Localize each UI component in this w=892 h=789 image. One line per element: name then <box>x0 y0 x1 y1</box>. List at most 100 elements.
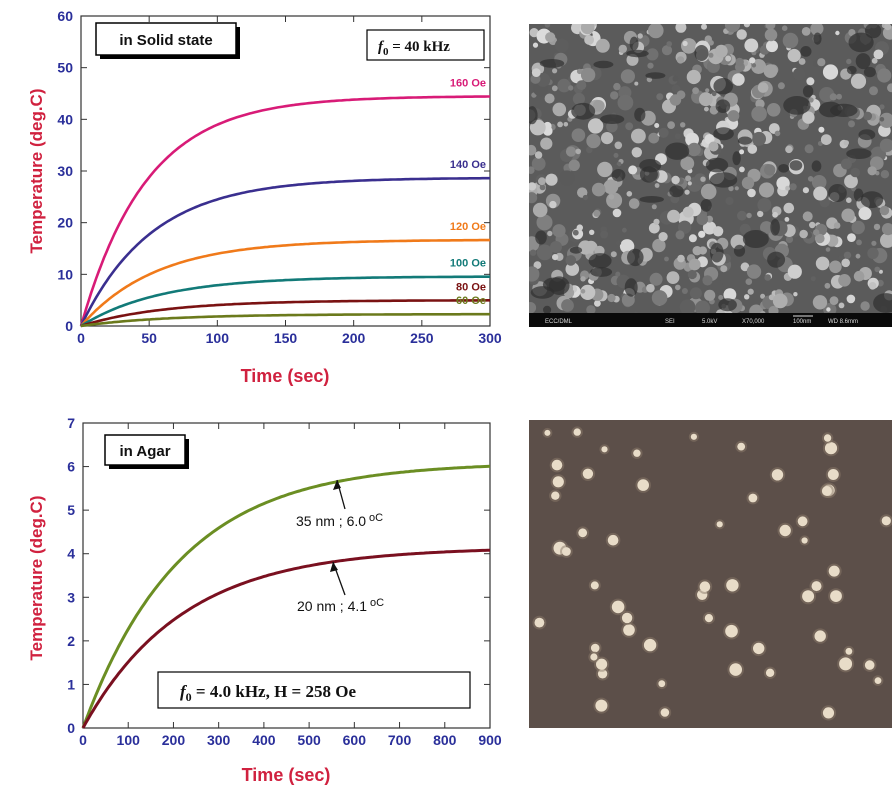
sem-grain <box>744 294 750 300</box>
sem-grain <box>873 223 881 231</box>
sem-grain <box>787 264 802 279</box>
particle <box>828 565 840 577</box>
particle <box>779 524 791 537</box>
svg-text:5.0kV: 5.0kV <box>702 319 717 325</box>
sem-void <box>665 142 690 160</box>
sem-void <box>873 293 892 313</box>
sem-grain <box>631 128 646 144</box>
sem-grain <box>846 197 852 203</box>
sem-grain <box>568 159 580 171</box>
sem-grain <box>846 58 852 65</box>
sem-grain <box>646 283 655 293</box>
sem-void <box>742 230 769 248</box>
particle <box>590 653 598 661</box>
sem-grain <box>745 278 753 286</box>
sem-void <box>710 242 724 263</box>
particle <box>725 624 738 638</box>
x-tick-label: 400 <box>252 732 276 748</box>
y-tick-label: 1 <box>67 676 75 692</box>
sem-grain <box>843 140 849 146</box>
particle <box>544 429 551 436</box>
sem-grain <box>807 176 814 182</box>
sem-grain <box>760 293 766 299</box>
x-axis-label: Time (sec) <box>242 765 331 785</box>
y-tick-label: 20 <box>57 215 73 231</box>
particle <box>704 614 714 623</box>
sem-grain <box>654 123 660 128</box>
particle <box>822 707 835 719</box>
sem-grain <box>580 284 596 300</box>
x-tick-label: 50 <box>141 330 157 346</box>
x-tick-label: 0 <box>79 732 87 748</box>
x-tick-label: 100 <box>206 330 230 346</box>
sem-grain <box>739 149 745 155</box>
sem-void <box>529 106 538 125</box>
sem-grain <box>809 221 816 229</box>
annotation-text: 20 nm ; 4.1 oC <box>297 597 384 614</box>
sem-grain <box>649 272 663 286</box>
sem-grain <box>584 35 594 45</box>
sem-grain <box>840 158 852 170</box>
particle <box>821 486 832 496</box>
sem-void <box>634 107 646 122</box>
sem-grain <box>724 24 741 33</box>
sem-void <box>639 166 658 183</box>
sem-grain <box>538 177 546 186</box>
sem-grain <box>765 24 776 30</box>
sem-grain <box>540 137 553 150</box>
sem-grain <box>552 254 559 261</box>
sem-grain <box>843 251 852 259</box>
particle <box>881 516 891 526</box>
sem-grain <box>689 287 702 300</box>
sem-grain <box>572 229 579 236</box>
sem-grain <box>684 189 690 195</box>
sem-grain <box>666 271 680 284</box>
sem-void <box>767 251 786 268</box>
series-label: 120 Oe <box>450 221 486 233</box>
series-line-0 <box>79 95 490 327</box>
sem-grain <box>777 82 785 90</box>
sem-grain <box>853 270 865 282</box>
x-tick-label: 250 <box>410 330 434 346</box>
sem-grain <box>539 184 546 191</box>
sem-grain <box>696 213 709 226</box>
sem-grain <box>529 27 539 38</box>
sem-grain <box>625 122 634 131</box>
svg-text:WD 8.6mm: WD 8.6mm <box>828 319 858 325</box>
sem-grain <box>829 296 839 305</box>
sem-grain <box>678 220 692 234</box>
sem-grain <box>682 206 694 218</box>
sem-grain <box>545 32 556 43</box>
sem-grain <box>879 117 885 122</box>
sem-void <box>770 218 780 236</box>
annotation-35nm: 35 nm ; 6.0 oC <box>296 479 383 529</box>
sem-grain <box>838 255 844 261</box>
sem-grain <box>789 183 797 191</box>
series-line-0 <box>81 464 491 729</box>
sem-grain <box>704 134 715 145</box>
sem-grain <box>804 144 814 154</box>
series-label: 60 Oe <box>456 295 486 307</box>
svg-text:ECC/DML: ECC/DML <box>545 319 573 325</box>
particle <box>637 479 649 491</box>
sem-grain <box>676 56 685 64</box>
sem-grain <box>552 68 558 74</box>
sem-grain <box>575 148 581 155</box>
sem-grain <box>704 106 709 112</box>
sem-grain <box>674 133 681 140</box>
x-tick-label: 500 <box>297 732 321 748</box>
particle <box>771 469 784 481</box>
sem-grain <box>783 202 795 214</box>
series-line-3 <box>80 275 490 328</box>
particle <box>827 469 839 480</box>
sem-grain <box>694 173 707 186</box>
sem-grain <box>858 207 872 220</box>
sem-grain <box>653 218 660 225</box>
sem-grain <box>723 288 737 302</box>
sem-grain <box>793 292 798 297</box>
sem-grain <box>785 235 794 243</box>
particle <box>839 657 853 671</box>
sem-grain <box>550 241 562 253</box>
sem-grain <box>847 233 856 243</box>
